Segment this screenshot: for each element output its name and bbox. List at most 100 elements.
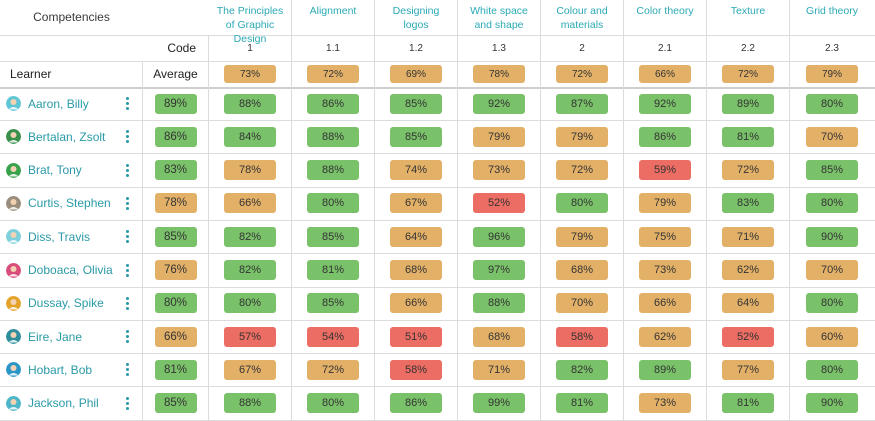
learner-name-link[interactable]: Jackson, Phil bbox=[28, 396, 99, 411]
competency-header[interactable]: The Principles of Graphic Design bbox=[209, 0, 292, 45]
score-cell[interactable]: 83% bbox=[707, 186, 790, 220]
score-pill[interactable]: 85% bbox=[390, 126, 442, 147]
score-pill[interactable]: 84% bbox=[224, 126, 276, 147]
score-pill[interactable]: 79% bbox=[473, 126, 525, 147]
score-pill[interactable]: 67% bbox=[390, 193, 442, 214]
score-cell[interactable]: 58% bbox=[375, 353, 458, 387]
score-cell[interactable]: 73% bbox=[624, 386, 707, 420]
score-pill[interactable]: 70% bbox=[556, 293, 608, 314]
score-cell[interactable]: 81% bbox=[707, 386, 790, 420]
score-pill[interactable]: 57% bbox=[224, 326, 276, 347]
score-cell[interactable]: 80% bbox=[790, 187, 874, 220]
score-cell[interactable]: 66% bbox=[624, 286, 707, 320]
score-cell[interactable]: 71% bbox=[458, 353, 541, 387]
score-cell[interactable]: 77% bbox=[707, 353, 790, 387]
score-cell[interactable]: 89% bbox=[624, 353, 707, 387]
average-column-header[interactable]: Average bbox=[143, 61, 209, 87]
competency-header[interactable]: Colour and materials bbox=[541, 0, 624, 35]
score-cell[interactable]: 80% bbox=[790, 353, 874, 386]
score-pill[interactable]: 97% bbox=[473, 260, 525, 280]
score-cell[interactable]: 88% bbox=[209, 386, 292, 420]
score-cell[interactable]: 68% bbox=[541, 253, 624, 287]
score-pill[interactable]: 86% bbox=[307, 93, 359, 114]
score-pill[interactable]: 73% bbox=[639, 393, 691, 414]
score-pill[interactable]: 85% bbox=[806, 160, 858, 181]
score-pill[interactable]: 85% bbox=[307, 293, 359, 314]
score-pill[interactable]: 81% bbox=[556, 393, 608, 414]
competency-header[interactable]: Alignment bbox=[292, 0, 375, 35]
score-pill[interactable]: 62% bbox=[639, 326, 691, 347]
score-pill[interactable]: 59% bbox=[639, 160, 691, 181]
score-pill[interactable]: 82% bbox=[224, 260, 276, 280]
score-pill[interactable]: 66% bbox=[639, 293, 691, 314]
competency-header[interactable]: Grid theory bbox=[790, 0, 874, 35]
score-cell[interactable]: 64% bbox=[707, 286, 790, 320]
score-pill[interactable]: 68% bbox=[556, 260, 608, 280]
score-cell[interactable]: 70% bbox=[790, 254, 874, 287]
score-cell[interactable]: 66% bbox=[375, 286, 458, 320]
score-cell[interactable]: 97% bbox=[458, 253, 541, 287]
competency-name[interactable]: Alignment bbox=[309, 5, 357, 17]
score-cell[interactable]: 67% bbox=[375, 186, 458, 220]
score-cell[interactable]: 89% bbox=[707, 87, 790, 120]
score-pill[interactable]: 72% bbox=[307, 359, 359, 380]
score-cell[interactable]: 78% bbox=[209, 153, 292, 187]
score-cell[interactable]: 72% bbox=[541, 153, 624, 187]
score-cell[interactable]: 92% bbox=[624, 87, 707, 120]
score-pill[interactable]: 58% bbox=[390, 359, 442, 380]
score-cell[interactable]: 68% bbox=[375, 253, 458, 287]
score-pill[interactable]: 88% bbox=[224, 393, 276, 414]
learner-name-link[interactable]: Bertalan, Zsolt bbox=[28, 129, 106, 144]
score-pill[interactable]: 70% bbox=[806, 126, 858, 147]
score-pill[interactable]: 80% bbox=[307, 193, 359, 214]
competency-name[interactable]: The Principles of Graphic Design bbox=[216, 5, 284, 45]
learner-name-link[interactable]: Brat, Tony bbox=[28, 163, 82, 178]
score-pill[interactable]: 80% bbox=[556, 193, 608, 214]
score-cell[interactable]: 88% bbox=[292, 120, 375, 154]
score-pill[interactable]: 71% bbox=[722, 226, 774, 247]
score-cell[interactable]: 90% bbox=[790, 387, 874, 420]
score-cell[interactable]: 79% bbox=[541, 120, 624, 154]
score-cell[interactable]: 62% bbox=[707, 253, 790, 287]
score-pill[interactable]: 68% bbox=[390, 260, 442, 280]
learner-name-link[interactable]: Diss, Travis bbox=[28, 229, 91, 244]
score-cell[interactable]: 51% bbox=[375, 320, 458, 354]
score-pill[interactable]: 80% bbox=[806, 293, 858, 314]
score-cell[interactable]: 57% bbox=[209, 320, 292, 354]
score-cell[interactable]: 75% bbox=[624, 220, 707, 254]
score-cell[interactable]: 88% bbox=[292, 153, 375, 187]
score-pill[interactable]: 85% bbox=[390, 93, 442, 114]
score-pill[interactable]: 67% bbox=[224, 359, 276, 380]
score-cell[interactable]: 80% bbox=[790, 87, 874, 120]
score-pill[interactable]: 99% bbox=[473, 393, 525, 414]
more-options-icon[interactable] bbox=[122, 163, 132, 177]
score-pill[interactable]: 74% bbox=[390, 160, 442, 181]
score-pill[interactable]: 89% bbox=[639, 359, 691, 380]
score-cell[interactable]: 66% bbox=[209, 186, 292, 220]
score-pill[interactable]: 82% bbox=[556, 359, 608, 380]
score-pill[interactable]: 52% bbox=[473, 193, 525, 214]
score-cell[interactable]: 72% bbox=[707, 153, 790, 187]
score-cell[interactable]: 92% bbox=[458, 87, 541, 120]
score-pill[interactable]: 72% bbox=[722, 160, 774, 181]
learner-name-link[interactable]: Hobart, Bob bbox=[28, 362, 93, 377]
score-pill[interactable]: 51% bbox=[390, 326, 442, 347]
score-pill[interactable]: 88% bbox=[307, 160, 359, 181]
more-options-icon[interactable] bbox=[122, 330, 132, 344]
score-cell[interactable]: 88% bbox=[209, 87, 292, 120]
more-options-icon[interactable] bbox=[122, 296, 132, 310]
score-pill[interactable]: 62% bbox=[722, 260, 774, 280]
score-cell[interactable]: 79% bbox=[624, 186, 707, 220]
score-pill[interactable]: 77% bbox=[722, 359, 774, 380]
score-pill[interactable]: 64% bbox=[390, 226, 442, 247]
score-cell[interactable]: 86% bbox=[624, 120, 707, 154]
score-cell[interactable]: 81% bbox=[292, 253, 375, 287]
score-pill[interactable]: 60% bbox=[806, 326, 858, 347]
score-cell[interactable]: 85% bbox=[375, 87, 458, 120]
score-cell[interactable]: 85% bbox=[375, 120, 458, 154]
more-options-icon[interactable] bbox=[122, 396, 132, 410]
score-pill[interactable]: 70% bbox=[806, 260, 858, 280]
score-pill[interactable]: 68% bbox=[473, 326, 525, 347]
score-cell[interactable]: 85% bbox=[292, 220, 375, 254]
score-cell[interactable]: 74% bbox=[375, 153, 458, 187]
